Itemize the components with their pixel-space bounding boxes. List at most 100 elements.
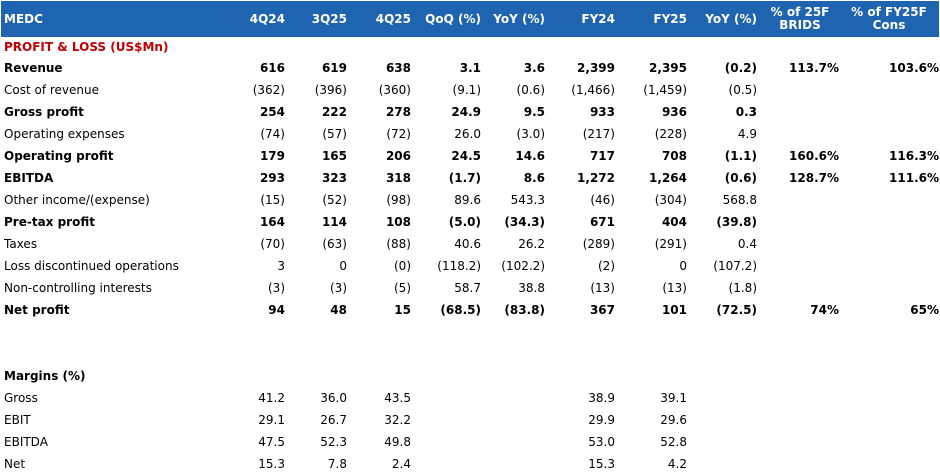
table-cell: 717 bbox=[589, 149, 615, 163]
table-row: Revenue 616 619 638 3.1 3.6 2,399 2,395 (0.2) 113… bbox=[1, 57, 939, 79]
table-cell: (5.0) bbox=[448, 215, 481, 229]
table-cell bbox=[761, 211, 839, 233]
table-cell bbox=[839, 453, 939, 475]
profit-loss-section: PROFIT & LOSS (US$Mn) Revenue 616 619 638 3.… bbox=[1, 37, 939, 321]
table-cell: (217) bbox=[582, 127, 615, 141]
table-cell: (52) bbox=[322, 193, 347, 207]
column-header: % of 25F BRIDS bbox=[761, 1, 839, 37]
section-heading-row: PROFIT & LOSS (US$Mn) bbox=[1, 37, 939, 57]
table-cell: 1,272 bbox=[577, 171, 615, 185]
table-cell: 29.9 bbox=[588, 413, 615, 427]
column-header: % of FY25F Cons bbox=[839, 1, 939, 37]
table-cell: 128.7% bbox=[789, 171, 839, 185]
table-cell bbox=[839, 233, 939, 255]
table-cell: (0.6) bbox=[516, 83, 545, 97]
table-cell: (228) bbox=[654, 127, 687, 141]
table-cell: 24.9 bbox=[451, 105, 481, 119]
row-label: Pre-tax profit bbox=[4, 215, 95, 229]
table-cell: 52.8 bbox=[660, 435, 687, 449]
table-cell: 2,399 bbox=[577, 61, 615, 75]
table-cell bbox=[839, 387, 939, 409]
table-row: Cost of revenue (362) (396) (360) (9.1) (0.6)… bbox=[1, 79, 939, 101]
table-cell: (72) bbox=[386, 127, 411, 141]
table-cell: 638 bbox=[385, 61, 411, 75]
column-header: YoY (%) bbox=[691, 1, 761, 37]
row-label: EBITDA bbox=[4, 435, 48, 449]
table-cell bbox=[839, 277, 939, 299]
table-cell bbox=[761, 431, 839, 453]
table-cell: 179 bbox=[259, 149, 285, 163]
table-cell: 94 bbox=[268, 303, 285, 317]
spacer-section bbox=[1, 321, 939, 365]
table-row: Loss discontinued operations 3 0 (0) (118.2)… bbox=[1, 255, 939, 277]
table-cell: 1,264 bbox=[649, 171, 687, 185]
table-row: Net profit 94 48 15 (68.5) (83.8) 367 101 (72.5)… bbox=[1, 299, 939, 321]
table-cell: 26.2 bbox=[518, 237, 545, 251]
column-header: 3Q25 bbox=[289, 1, 351, 37]
table-cell bbox=[839, 101, 939, 123]
table-cell: 936 bbox=[661, 105, 687, 119]
table-cell bbox=[415, 431, 485, 453]
table-cell: (118.2) bbox=[437, 259, 481, 273]
row-label: Revenue bbox=[4, 61, 63, 75]
table-cell bbox=[485, 387, 549, 409]
table-cell: 2,395 bbox=[649, 61, 687, 75]
table-cell bbox=[839, 79, 939, 101]
table-cell: 74% bbox=[810, 303, 839, 317]
table-cell: (2) bbox=[598, 259, 615, 273]
table-cell: 15.3 bbox=[258, 457, 285, 471]
table-cell: (360) bbox=[378, 83, 411, 97]
table-cell: 48 bbox=[330, 303, 347, 317]
table-cell: (3.0) bbox=[516, 127, 545, 141]
table-cell: 323 bbox=[321, 171, 347, 185]
table-cell: (68.5) bbox=[440, 303, 481, 317]
table-cell: 26.0 bbox=[454, 127, 481, 141]
table-cell: (107.2) bbox=[713, 259, 757, 273]
row-label: EBITDA bbox=[4, 171, 54, 185]
table-cell bbox=[691, 387, 761, 409]
table-cell: 671 bbox=[589, 215, 615, 229]
table-cell: 29.6 bbox=[660, 413, 687, 427]
table-cell: 52.3 bbox=[320, 435, 347, 449]
margin-row: EBIT 29.1 26.7 32.2 29.9 29.6 bbox=[1, 409, 939, 431]
table-cell: (13) bbox=[590, 281, 615, 295]
table-cell: 3.6 bbox=[523, 61, 545, 75]
table-header: MEDC 4Q24 3Q25 4Q25 QoQ (%) YoY (%) FY24… bbox=[1, 1, 939, 37]
margin-row: Net 15.3 7.8 2.4 15.3 4.2 bbox=[1, 453, 939, 475]
table-cell: (396) bbox=[314, 83, 347, 97]
table-cell: 15 bbox=[394, 303, 411, 317]
table-cell: (0.5) bbox=[728, 83, 757, 97]
table-cell: (70) bbox=[260, 237, 285, 251]
table-cell: 293 bbox=[259, 171, 285, 185]
column-header: FY24 bbox=[549, 1, 619, 37]
table-cell bbox=[761, 277, 839, 299]
table-cell: 4.9 bbox=[737, 127, 757, 141]
spacer-row bbox=[1, 343, 939, 365]
table-cell: 616 bbox=[259, 61, 285, 75]
table-cell: 318 bbox=[385, 171, 411, 185]
table-cell bbox=[485, 453, 549, 475]
table-cell: 40.6 bbox=[454, 237, 481, 251]
table-cell bbox=[761, 453, 839, 475]
row-label: Taxes bbox=[4, 237, 38, 251]
table-cell bbox=[691, 431, 761, 453]
table-cell: (1.7) bbox=[448, 171, 481, 185]
ticker-header: MEDC bbox=[1, 1, 223, 37]
margins-heading-row: Margins (%) bbox=[1, 365, 939, 387]
table-cell: 160.6% bbox=[789, 149, 839, 163]
table-cell: 113.7% bbox=[789, 61, 839, 75]
table-cell: (83.8) bbox=[504, 303, 545, 317]
table-cell: (1.1) bbox=[724, 149, 757, 163]
table-cell: 49.8 bbox=[384, 435, 411, 449]
table-cell bbox=[761, 409, 839, 431]
row-label: Cost of revenue bbox=[4, 83, 100, 97]
table-cell: (362) bbox=[252, 83, 285, 97]
table-cell: (0) bbox=[394, 259, 411, 273]
table-cell: 4.2 bbox=[667, 457, 687, 471]
table-cell: (74) bbox=[260, 127, 285, 141]
table-cell: 708 bbox=[661, 149, 687, 163]
table-row: Gross profit 254 222 278 24.9 9.5 933 936 0.3 bbox=[1, 101, 939, 123]
table-cell: 32.2 bbox=[384, 413, 411, 427]
table-cell: (9.1) bbox=[452, 83, 481, 97]
